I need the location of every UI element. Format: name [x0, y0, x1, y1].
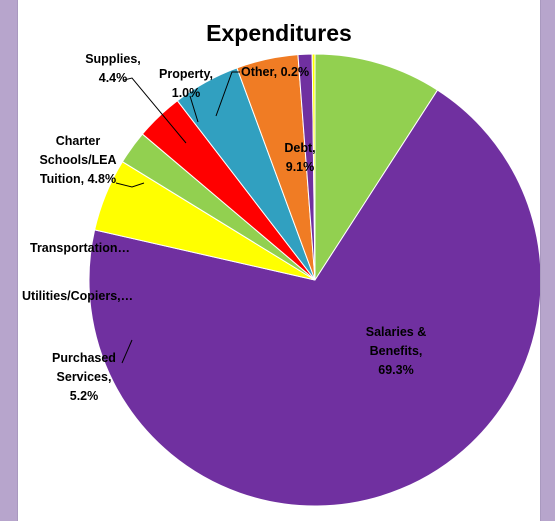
label-transportation: Transportation…	[30, 241, 130, 255]
label-utilities-copiers: Utilities/Copiers,…	[22, 289, 133, 303]
label-supplies: Supplies, 4.4%	[85, 52, 141, 85]
label-purchased-services: Purchased Services, 5.2%	[52, 351, 116, 403]
slice-salaries-benefits	[88, 89, 540, 507]
label-charter-schools-lea-tuition: Charter Schools/LEA Tuition, 4.8%	[39, 134, 116, 186]
label-other: Other, 0.2%	[241, 65, 309, 79]
leader-line-property	[189, 95, 199, 123]
chart-panel: Expenditures Debt, 9.1% Salaries & Benefits…	[17, 0, 541, 521]
leader-line-charter-schools-lea-tuition	[115, 182, 145, 188]
pie-chart: Debt, 9.1% Salaries & Benefits, 69.3% Purchas…	[22, 52, 540, 507]
slice-debt	[314, 53, 439, 282]
leader-line-other	[215, 71, 240, 117]
leader-line-purchased-services	[121, 339, 133, 364]
label-debt: Debt, 9.1%	[284, 141, 315, 174]
chart-title: Expenditures	[206, 20, 352, 46]
label-salaries-benefits: Salaries & Benefits, 69.3%	[366, 325, 426, 377]
leader-line-supplies	[123, 77, 187, 144]
label-property: Property, 1.0%	[159, 67, 213, 100]
slice-other	[311, 53, 316, 281]
